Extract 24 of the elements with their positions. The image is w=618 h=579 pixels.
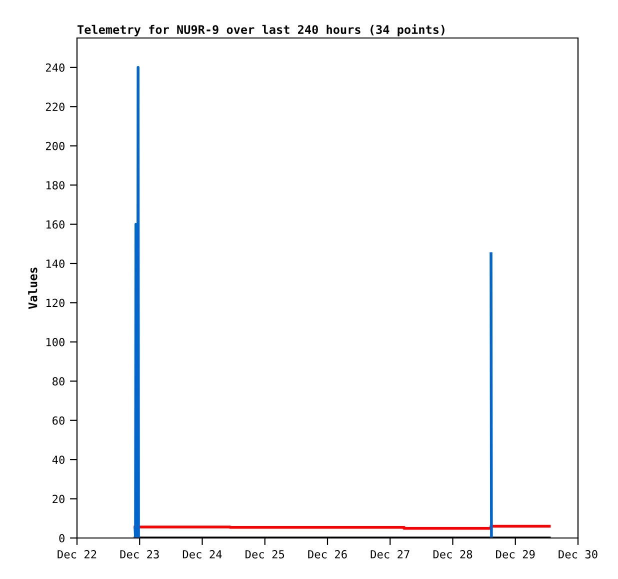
y-axis-title: Values bbox=[28, 268, 38, 309]
x-tick-label: Dec 29 bbox=[496, 550, 535, 558]
y-tick-label: 80 bbox=[52, 377, 64, 386]
y-tick-label: 0 bbox=[59, 534, 64, 542]
y-tick-label: 140 bbox=[46, 259, 64, 268]
x-tick-label: Dec 24 bbox=[182, 550, 222, 558]
y-tick-label: 60 bbox=[52, 416, 64, 425]
y-tick-label: 100 bbox=[46, 338, 64, 346]
x-tick-label: Dec 27 bbox=[370, 550, 410, 558]
x-tick-label: Dec 23 bbox=[120, 550, 159, 558]
y-tick-label: 200 bbox=[46, 142, 64, 150]
x-tick-label: Dec 25 bbox=[246, 550, 284, 558]
x-tick-label: Dec 26 bbox=[308, 550, 347, 558]
x-tick-label: Dec 22 bbox=[58, 550, 96, 558]
x-tick-label: Dec 28 bbox=[433, 550, 472, 558]
y-tick-label: 180 bbox=[46, 181, 64, 190]
y-tick-label: 160 bbox=[46, 220, 64, 229]
y-tick-label: 240 bbox=[46, 63, 64, 72]
x-tick-label: Dec 30 bbox=[558, 550, 598, 558]
y-tick-label: 120 bbox=[46, 298, 64, 308]
y-tick-label: 20 bbox=[52, 494, 64, 504]
y-tick-label: 40 bbox=[52, 456, 64, 464]
chart-title: Telemetry for NU9R-9 over last 240 hours (34 points) bbox=[78, 24, 444, 36]
y-tick-label: 220 bbox=[46, 102, 64, 112]
